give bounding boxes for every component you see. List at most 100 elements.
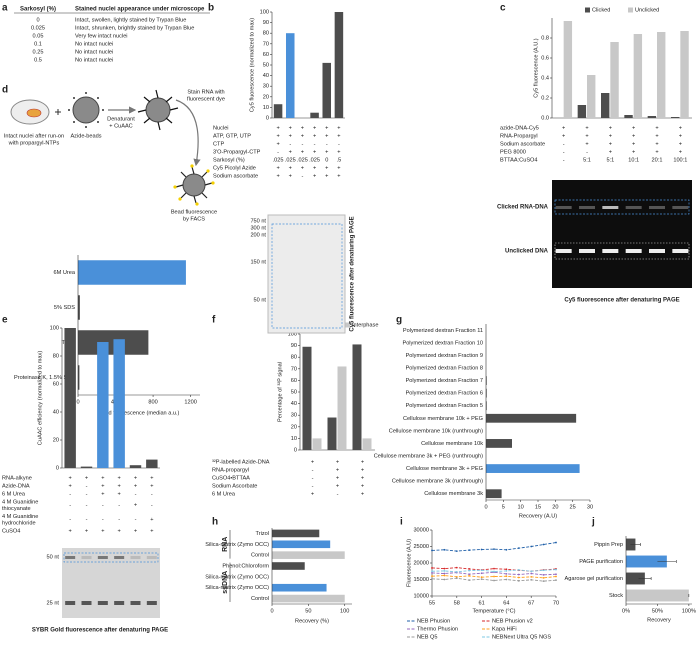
bar (486, 489, 502, 499)
point (555, 575, 557, 578)
condition-mark: + (679, 133, 682, 139)
point (431, 549, 433, 552)
y-tick-label: 0 (266, 115, 269, 121)
condition-mark: + (276, 125, 279, 131)
bar (285, 33, 295, 119)
point (530, 545, 533, 548)
y-tick-label: Cellulose membrane 3k (runthrough) (392, 479, 483, 485)
point (468, 568, 471, 570)
bar (113, 339, 125, 468)
condition-label: ³²P-labelled Azide-DNA (212, 459, 270, 465)
point (542, 573, 545, 576)
condition-mark: + (311, 491, 314, 497)
y-tick-label: 30 (263, 84, 269, 90)
bar (78, 365, 80, 390)
diagram: d Intact nuclei after run-on with propar… (2, 85, 225, 223)
point (555, 541, 557, 544)
condition-mark: - (563, 141, 565, 147)
x-tick-label: 1200 (184, 399, 196, 405)
condition-mark: + (585, 141, 588, 147)
table-cell: No intact nuclei (75, 49, 113, 55)
condition-mark: + (679, 149, 682, 155)
point (542, 569, 545, 572)
bar (486, 388, 487, 398)
condition-mark: + (313, 165, 316, 171)
condition-mark: - (86, 491, 88, 497)
condition-mark: - (118, 517, 120, 523)
point (517, 573, 520, 576)
condition-mark: 5:1 (583, 157, 591, 163)
condition-mark: + (311, 459, 314, 465)
gel-band (625, 206, 642, 209)
series-line (431, 571, 557, 576)
bar (601, 93, 610, 118)
condition-mark: + (632, 125, 635, 131)
series-line (431, 577, 557, 582)
x-tick-label: 5 (502, 504, 505, 510)
gel-band (649, 206, 665, 209)
condition-mark: + (361, 491, 364, 497)
condition-mark: - (338, 141, 340, 147)
condition-mark: + (118, 491, 121, 497)
point (455, 577, 458, 580)
condition-mark: - (86, 483, 88, 489)
point (443, 572, 446, 575)
gel-band (114, 601, 125, 605)
y-tick-label: 70 (291, 366, 297, 372)
nuclei-label: Intact nuclei after run-on (4, 133, 64, 139)
condition-mark: + (69, 483, 72, 489)
condition-mark: + (337, 165, 340, 171)
y-tick-label: Polymerized dextran Fraction 11 (403, 328, 483, 334)
gel-caption: SYBR Gold fluorescence after denaturing … (32, 628, 168, 634)
bar (78, 295, 80, 320)
condition-mark: + (632, 141, 635, 147)
condition-mark: - (277, 149, 279, 155)
y-tick-label: 6M Urea (54, 270, 76, 276)
x-tick-label: 15 (535, 504, 541, 510)
gel-band (130, 601, 141, 605)
y-tick-label: 20 (263, 94, 269, 100)
bar (577, 105, 587, 118)
condition-label: ATP, GTP, UTP (213, 133, 251, 139)
point (431, 575, 433, 578)
condition-mark: + (134, 483, 137, 489)
condition-mark: 20:1 (652, 157, 663, 163)
condition-mark: + (655, 125, 658, 131)
x-axis-label: Recovery (647, 617, 671, 623)
bar (272, 562, 305, 570)
bar (272, 540, 331, 549)
x-axis-label: Bead fluorescence (median a.u.) (99, 410, 180, 416)
y-axis-label: Percentage of ³²P signal (277, 362, 283, 422)
condition-label: 6 M Urea (2, 491, 26, 497)
condition-label: CuSO4•BTTAA (212, 475, 250, 481)
condition-mark: + (562, 125, 565, 131)
nuclei-label: with propargyl-NTPs (8, 140, 60, 146)
condition-mark: + (118, 475, 121, 481)
bar (563, 21, 573, 118)
condition-mark: + (276, 165, 279, 171)
condition-mark: - (151, 491, 153, 497)
x-tick-label: 10 (518, 504, 524, 510)
bar (486, 376, 487, 385)
condition-mark: - (69, 503, 71, 509)
group-label: ssDNA (222, 571, 229, 594)
x-axis-label: Recovery (A.U) (519, 513, 557, 519)
bar (626, 572, 645, 585)
point (493, 579, 495, 582)
condition-mark: + (313, 173, 316, 179)
point (443, 548, 446, 551)
point (480, 572, 483, 575)
y-tick-label: 60 (263, 52, 269, 58)
bar (78, 260, 186, 285)
bar (272, 594, 345, 603)
y-tick-label: Cellulose membrane 3k + PEG (runthrough) (374, 453, 483, 459)
condition-mark: + (289, 133, 292, 139)
point (480, 569, 483, 572)
gel-band (672, 206, 689, 209)
y-tick-label: Polymerized dextran Fraction 9 (406, 353, 483, 359)
gel-band (97, 601, 108, 605)
point (431, 577, 433, 580)
y-axis-label: CuAAC efficiency (normalized to max) (37, 351, 43, 446)
condition-mark: .025 (297, 157, 308, 163)
gel-highlight (271, 223, 343, 329)
